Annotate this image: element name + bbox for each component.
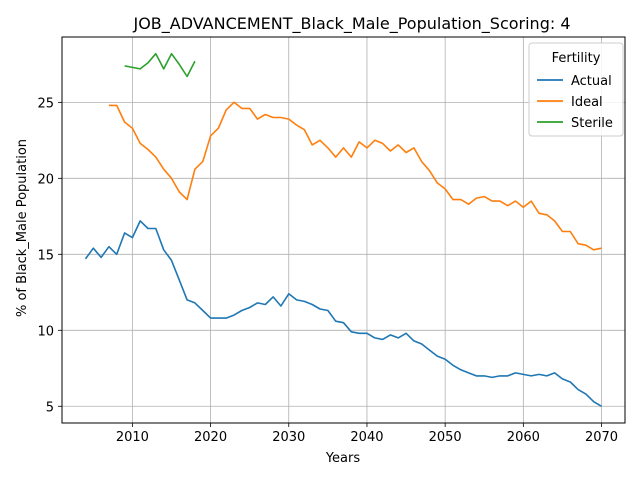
legend-label-sterile: Sterile — [571, 116, 613, 131]
legend-label-ideal: Ideal — [571, 95, 603, 110]
x-tick-label: 2020 — [194, 430, 227, 445]
legend-box — [528, 42, 624, 137]
x-axis-label: Years — [325, 451, 361, 466]
y-tick-label: 10 — [37, 324, 54, 339]
legend: Fertility Actual Ideal Sterile — [528, 42, 624, 137]
x-tick-label: 2060 — [507, 430, 540, 445]
y-tick-label: 15 — [37, 248, 54, 263]
grid — [62, 37, 625, 423]
series-line-actual — [84, 220, 602, 407]
legend-title: Fertility — [552, 51, 601, 66]
series-group — [84, 52, 602, 407]
legend-label-actual: Actual — [571, 74, 612, 89]
chart-title: JOB_ADVANCEMENT_Black_Male_Population_Sc… — [132, 14, 570, 34]
y-axis-label: % of Black_Male Population — [15, 139, 30, 317]
x-tick-label: 2050 — [429, 430, 462, 445]
plot-frame — [61, 36, 626, 424]
ticks: 2010 2020 2030 2040 2050 2060 2070 5 10 15 20 25 — [37, 96, 618, 445]
series-line-ideal — [108, 101, 602, 251]
x-tick-label: 2040 — [350, 430, 383, 445]
y-tick-label: 5 — [46, 400, 54, 415]
x-tick-label: 2030 — [272, 430, 305, 445]
x-tick-label: 2010 — [116, 430, 149, 445]
x-tick-label: 2070 — [585, 430, 618, 445]
y-tick-label: 20 — [37, 172, 54, 187]
series-line-sterile — [124, 52, 196, 78]
y-tick-label: 25 — [37, 96, 54, 111]
